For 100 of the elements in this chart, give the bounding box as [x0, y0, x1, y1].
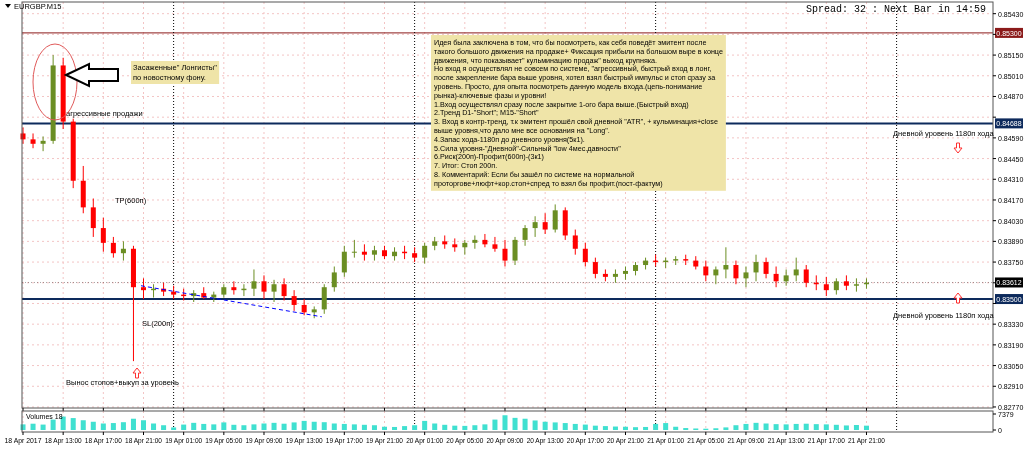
candlestick: [281, 277, 287, 302]
bar: [331, 423, 337, 430]
candlestick: [120, 240, 126, 262]
candlestick: [582, 242, 588, 268]
candlestick: [572, 229, 578, 256]
candlestick: [793, 257, 799, 282]
candlestick: [261, 274, 267, 300]
bar: [552, 422, 558, 430]
bar: [291, 422, 297, 430]
bar: [90, 421, 96, 430]
candlestick: [341, 245, 347, 278]
candlestick: [231, 280, 237, 296]
bar: [653, 423, 659, 430]
bar: [633, 427, 639, 430]
bar: [572, 423, 578, 430]
candlestick: [482, 233, 488, 248]
bar: [211, 424, 217, 430]
candlestick: [522, 224, 528, 247]
bar: [181, 424, 187, 430]
bar: [743, 423, 749, 430]
bar: [321, 422, 327, 430]
candlestick: [783, 268, 789, 287]
bar: [813, 424, 819, 430]
bar: [110, 423, 116, 430]
candlestick: [502, 239, 508, 268]
bar: [402, 426, 408, 430]
bar: [171, 427, 177, 430]
candlestick: [40, 135, 46, 152]
bar: [261, 423, 267, 430]
bar: [281, 423, 287, 430]
bar: [392, 426, 398, 430]
bar: [753, 422, 759, 430]
bar: [643, 426, 649, 430]
bar: [733, 425, 739, 430]
candlestick: [100, 217, 106, 253]
candlestick: [472, 234, 478, 250]
bar: [492, 419, 498, 430]
bar: [542, 421, 548, 430]
bar: [602, 426, 608, 430]
bar: [120, 422, 126, 430]
candlestick: [773, 266, 779, 288]
candlestick: [823, 276, 829, 297]
bar: [40, 424, 46, 430]
bar: [231, 424, 237, 430]
candlestick: [743, 266, 749, 288]
bar: [161, 425, 167, 430]
bar: [30, 423, 36, 430]
candlestick: [723, 246, 729, 279]
bar: [592, 425, 598, 430]
bar: [482, 424, 488, 430]
bar: [673, 426, 679, 430]
candlestick: [592, 257, 598, 279]
bar: [793, 423, 799, 430]
bar: [151, 423, 157, 430]
annotation: Spread: 32 : Next Bar in 14:59: [805, 4, 986, 15]
candlestick: [753, 254, 759, 282]
candlestick: [351, 239, 357, 259]
bar: [412, 425, 418, 430]
bar: [663, 423, 669, 430]
candlestick: [331, 266, 337, 293]
candlestick: [542, 212, 548, 235]
bar: [833, 424, 839, 430]
bar: [201, 423, 207, 430]
bar: [562, 423, 568, 430]
bar: [341, 423, 347, 430]
candlestick: [803, 264, 809, 288]
bar: [462, 425, 468, 430]
bar: [191, 422, 197, 430]
bar: [271, 422, 277, 430]
bar: [80, 420, 86, 430]
bar: [381, 426, 387, 430]
bar: [502, 415, 508, 430]
bar: [301, 420, 307, 430]
bar: [853, 425, 859, 430]
candlestick: [140, 277, 147, 300]
bar: [311, 421, 317, 430]
candlestick: [492, 236, 498, 253]
bar: [100, 423, 106, 430]
candlestick: [733, 260, 739, 285]
bar: [532, 420, 538, 430]
candlestick: [552, 203, 558, 233]
candlestick: [321, 283, 327, 315]
bar: [251, 424, 257, 430]
bar: [452, 425, 458, 430]
bar: [361, 424, 367, 430]
candlestick: [532, 215, 538, 238]
bar: [351, 424, 357, 430]
bar: [50, 419, 56, 430]
bar: [622, 426, 628, 430]
candlestick: [291, 289, 297, 312]
candlestick: [512, 236, 518, 266]
candlestick: [251, 268, 257, 297]
bar: [763, 423, 769, 430]
bar: [783, 424, 789, 430]
candlestick: [763, 257, 769, 279]
candlestick: [271, 279, 277, 303]
bar: [723, 427, 729, 430]
bar: [241, 425, 247, 430]
candlestick: [110, 236, 116, 259]
bar: [803, 423, 809, 430]
